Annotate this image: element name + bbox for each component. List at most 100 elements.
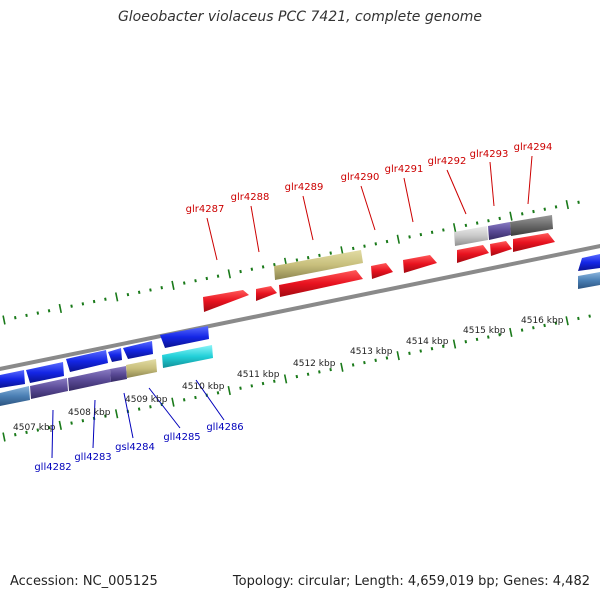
- gene-right-edge-forward[interactable]: [578, 254, 600, 271]
- label-gll4282[interactable]: gll4282: [34, 462, 71, 473]
- major-tick: [452, 223, 457, 233]
- gene-gll4286[interactable]: [160, 326, 209, 348]
- gene-glr4290[interactable]: [371, 263, 393, 279]
- minor-tick: [216, 391, 220, 395]
- minor-tick: [250, 384, 254, 388]
- kbp-label: 4516 kbp: [521, 316, 564, 326]
- minor-tick: [464, 223, 468, 228]
- minor-tick: [554, 205, 558, 209]
- minor-tick: [419, 349, 423, 353]
- major-tick: [171, 397, 175, 407]
- feature-tan-upper[interactable]: [274, 250, 363, 280]
- minor-tick: [498, 216, 501, 221]
- minor-tick: [487, 219, 490, 223]
- minor-tick: [385, 356, 389, 360]
- minor-tick: [318, 370, 321, 374]
- gene-left-edge-1[interactable]: [0, 370, 25, 388]
- gene-glr4291[interactable]: [403, 255, 437, 273]
- feature-purple-lower-3[interactable]: [110, 366, 127, 382]
- minor-tick: [36, 311, 40, 315]
- label-glr4287[interactable]: glr4287: [186, 204, 225, 215]
- minor-tick: [374, 358, 377, 362]
- gene-gsl4284[interactable]: [108, 348, 122, 362]
- major-tick: [58, 420, 63, 430]
- minor-tick: [430, 347, 434, 351]
- accession-text: Accession: NC_005125: [10, 574, 158, 589]
- minor-tick: [160, 286, 164, 290]
- genome-summary-text: Topology: circular; Length: 4,659,019 bp…: [232, 574, 590, 589]
- major-tick: [2, 432, 6, 442]
- minor-tick: [363, 244, 366, 248]
- minor-tick: [149, 405, 152, 409]
- minor-tick: [81, 419, 85, 423]
- minor-tick: [532, 209, 535, 214]
- feature-cyan-lower[interactable]: [162, 345, 213, 368]
- minor-tick: [577, 316, 580, 321]
- feature-purple-lower-1[interactable]: [30, 378, 68, 399]
- major-tick: [2, 315, 6, 325]
- gene-right-edge-steel[interactable]: [578, 272, 600, 289]
- gene-gll4282[interactable]: [26, 362, 64, 383]
- forward-tick-track: [2, 200, 580, 325]
- minor-tick: [137, 290, 141, 294]
- minor-tick: [13, 316, 17, 320]
- label-gll4283[interactable]: gll4283: [74, 452, 111, 463]
- label-glr4294[interactable]: glr4294: [514, 142, 553, 153]
- major-tick: [227, 385, 231, 396]
- label-glr4288[interactable]: glr4288: [231, 192, 270, 203]
- minor-tick: [25, 430, 28, 435]
- minor-tick: [47, 309, 51, 313]
- feature-tan-lower[interactable]: [126, 359, 157, 378]
- feature-steel-lower[interactable]: [0, 386, 30, 406]
- minor-tick: [205, 276, 209, 281]
- gene-glr4294[interactable]: [513, 233, 555, 252]
- label-glr4290[interactable]: glr4290: [341, 172, 380, 183]
- minor-tick: [577, 200, 580, 204]
- minor-tick: [194, 395, 197, 400]
- minor-tick: [385, 239, 389, 244]
- minor-tick: [487, 335, 490, 339]
- minor-tick: [273, 379, 276, 383]
- label-gll4285[interactable]: gll4285: [163, 432, 200, 443]
- forward-gene-labels: glr4287 glr4288 glr4289 glr4290 glr4291 …: [186, 142, 553, 215]
- reverse-gene-labels: gll4282 gll4283 gsl4284 gll4285 gll4286: [34, 422, 243, 473]
- gene-glr4288[interactable]: [256, 286, 277, 301]
- gene-glr4289[interactable]: [279, 270, 363, 297]
- minor-tick: [47, 426, 51, 430]
- minor-tick: [126, 292, 130, 297]
- reverse-label-connectors: [51, 379, 225, 459]
- label-glr4293[interactable]: glr4293: [470, 149, 509, 160]
- gene-glr4293[interactable]: [490, 241, 512, 256]
- feature-purple-lower-2[interactable]: [68, 369, 111, 391]
- minor-tick: [318, 253, 321, 258]
- major-tick: [114, 292, 119, 302]
- gene-gll4285[interactable]: [123, 341, 153, 359]
- major-tick: [565, 200, 569, 210]
- kbp-label: 4512 kbp: [293, 359, 336, 369]
- feature-dark-gray[interactable]: [510, 215, 553, 236]
- kbp-label: 4511 kbp: [237, 370, 280, 380]
- major-tick: [396, 351, 400, 361]
- gene-gll4283[interactable]: [66, 350, 108, 372]
- major-tick: [452, 339, 457, 349]
- map-title: Gloeobacter violaceus PCC 7421, complete…: [117, 9, 483, 25]
- minor-tick: [92, 299, 96, 304]
- minor-tick: [475, 337, 479, 342]
- minor-tick: [137, 407, 141, 411]
- label-gll4286[interactable]: gll4286: [206, 422, 243, 433]
- gene-glr4292[interactable]: [457, 245, 489, 263]
- minor-tick: [306, 372, 310, 376]
- minor-tick: [498, 333, 501, 337]
- minor-tick: [104, 414, 107, 418]
- feature-light-gray[interactable]: [454, 226, 488, 246]
- minor-tick: [475, 221, 479, 225]
- kbp-label: 4513 kbp: [350, 347, 393, 357]
- label-glr4289[interactable]: glr4289: [285, 182, 324, 193]
- feature-purple-upper[interactable]: [488, 222, 511, 240]
- gene-glr4287[interactable]: [203, 290, 249, 312]
- major-tick: [227, 269, 232, 279]
- label-glr4291[interactable]: glr4291: [385, 164, 424, 175]
- major-tick: [58, 303, 63, 314]
- label-gsl4284[interactable]: gsl4284: [115, 442, 155, 453]
- label-glr4292[interactable]: glr4292: [428, 156, 467, 167]
